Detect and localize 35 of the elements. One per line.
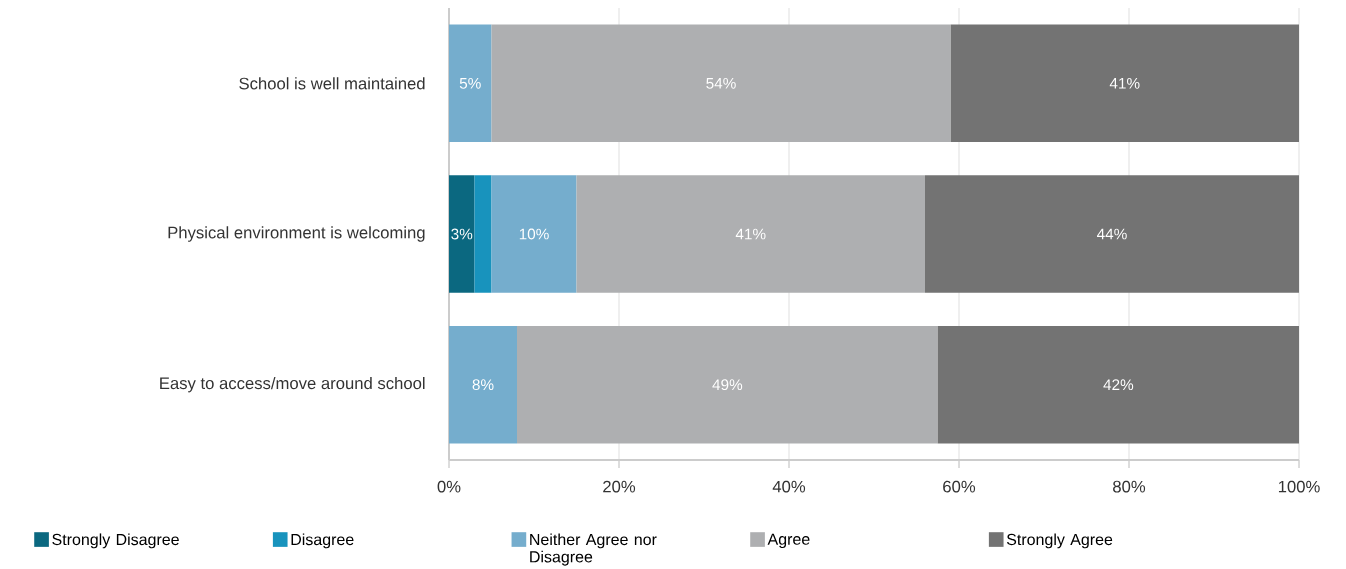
data-label: 41% — [1109, 77, 1140, 89]
bar — [491, 175, 577, 293]
bar — [517, 325, 938, 444]
y-tick-label: Physical environment is welcoming — [168, 226, 425, 242]
data-label: 3% — [451, 228, 473, 240]
bar — [449, 24, 492, 143]
bar — [474, 175, 492, 293]
data-label: 8% — [472, 379, 494, 391]
y-tick-label: Easy to access/move around school — [160, 376, 425, 393]
bar — [576, 175, 925, 293]
bar — [449, 175, 475, 293]
bar — [925, 175, 1300, 293]
bar — [449, 325, 518, 444]
data-label: 5% — [459, 77, 481, 89]
data-label: 41% — [735, 228, 766, 240]
x-tick-label: 80% — [1113, 480, 1146, 493]
bar — [950, 24, 1300, 143]
x-tick-label: 20% — [603, 480, 636, 493]
data-label: 10% — [519, 228, 549, 240]
data-label: 54% — [706, 77, 736, 89]
x-tick-label: 100% — [1278, 480, 1320, 493]
legend-label: Strongly Agree — [1006, 533, 1113, 549]
legend-label: Disagree — [291, 533, 354, 549]
x-tick-label: 0% — [437, 480, 461, 493]
data-label: 49% — [712, 379, 743, 391]
data-label: 42% — [1103, 379, 1134, 391]
x-tick-label: 60% — [943, 480, 976, 493]
data-label: 44% — [1097, 228, 1127, 240]
x-tick-label: 40% — [772, 480, 806, 493]
legend-label: Strongly Disagree — [52, 533, 179, 549]
y-tick-label: School is well maintained — [239, 77, 425, 90]
bar — [491, 24, 951, 143]
bar — [937, 325, 1300, 444]
legend-label: Agree — [767, 533, 810, 549]
legend-label: Neither Agree nor Disagree — [530, 533, 657, 566]
